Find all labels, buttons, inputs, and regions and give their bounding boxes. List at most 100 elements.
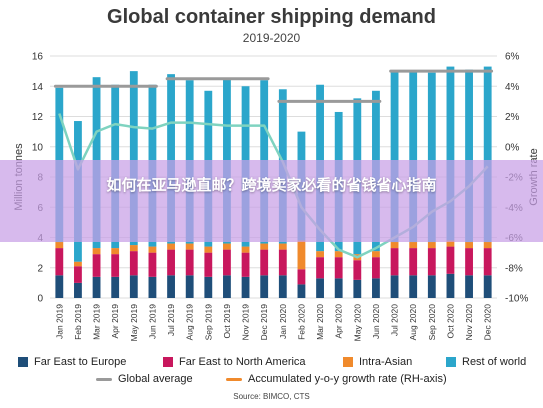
legend-item-rest-of-world: Rest of world: [446, 356, 526, 368]
bar-segment: [446, 240, 455, 247]
legend-item-growth-rate: Accumulated y-o-y growth rate (RH-axis): [226, 373, 447, 385]
legend-label: Global average: [118, 373, 193, 385]
x-tick-label: Oct 2020: [445, 304, 455, 339]
bar-segment: [334, 257, 343, 279]
bar-segment: [372, 278, 380, 298]
bar-segment: [297, 240, 306, 270]
x-tick-label: Aug 2020: [408, 304, 418, 341]
bar-segment: [409, 71, 418, 243]
bar-segment: [129, 245, 138, 252]
bar-segment: [185, 243, 194, 250]
legend-label: Rest of world: [462, 356, 527, 368]
chart-subtitle: 2019-2020: [242, 31, 301, 45]
bar-segment: [427, 72, 436, 243]
y2-tick-label: 2%: [505, 112, 520, 123]
x-tick-label: Sep 2019: [203, 304, 213, 341]
chart-title: Global container shipping demand: [107, 6, 436, 28]
bar-segment: [483, 66, 492, 243]
bar-segment: [483, 242, 492, 249]
bar-segment: [465, 275, 473, 298]
bar-segment: [372, 257, 380, 279]
y2-tick-label: 0%: [505, 142, 520, 153]
x-tick-label: Mar 2019: [92, 304, 102, 340]
legend-swatch: [18, 357, 28, 367]
bar-segment: [111, 248, 120, 255]
bar-segment: [223, 275, 231, 298]
bar-segment: [334, 278, 343, 298]
bar-segment: [390, 71, 399, 243]
bar-segment: [465, 242, 473, 249]
legend-swatch: [446, 357, 456, 367]
x-tick-label: May 2019: [129, 304, 139, 342]
bar-segment: [167, 243, 175, 250]
bar-segment: [223, 243, 231, 250]
y-tick-label: 2: [37, 263, 43, 274]
x-tick-label: Nov 2019: [241, 304, 251, 341]
bar-segment: [74, 282, 82, 298]
y-tick-label: 0: [37, 294, 43, 305]
bar-segment: [167, 249, 175, 276]
bar-segment: [465, 248, 473, 276]
bar-segment: [483, 248, 492, 276]
y2-tick-label: 4%: [505, 82, 520, 93]
bar-segment: [74, 266, 82, 283]
bar-segment: [129, 275, 138, 298]
bar-segment: [278, 249, 287, 276]
bar-segment: [185, 275, 194, 298]
bar-segment: [167, 74, 175, 244]
bar-segment: [185, 249, 194, 276]
x-tick-label: Jul 2019: [166, 304, 176, 336]
source-note: Source: BIMCO, CTS: [233, 392, 310, 401]
bar-segment: [55, 248, 64, 276]
bar-segment: [316, 251, 324, 258]
bar-segment: [446, 66, 455, 241]
bar-segment: [409, 275, 418, 298]
bar-segment: [316, 257, 324, 279]
x-tick-label: Jun 2020: [371, 304, 381, 339]
bar-segment: [241, 252, 250, 277]
overlay-banner: [0, 160, 543, 242]
x-tick-label: Jan 2020: [278, 304, 288, 339]
legend-label: Far East to North America: [179, 356, 306, 368]
bar-segment: [260, 243, 269, 250]
bar-segment: [241, 276, 250, 298]
bar-segment: [167, 275, 175, 298]
bar-segment: [390, 248, 399, 276]
y-tick-label: 10: [32, 142, 44, 153]
legend-label: Intra-Asian: [359, 356, 413, 368]
x-tick-label: Jun 2019: [147, 304, 157, 339]
bar-segment: [409, 248, 418, 276]
bar-segment: [446, 273, 455, 298]
bar-segment: [427, 248, 436, 276]
bar-segment: [55, 242, 64, 249]
bar-segment: [148, 252, 157, 277]
bar-segment: [334, 251, 343, 258]
x-tick-label: May 2020: [352, 304, 362, 342]
overlay-banner-text: 如何在亚马逊直邮？跨境卖家必看的省钱省心指南: [106, 177, 437, 194]
bar-segment: [92, 254, 101, 277]
y2-tick-label: 6%: [505, 52, 520, 63]
bar-segment: [316, 278, 324, 298]
x-tick-label: Nov 2020: [464, 304, 474, 341]
bar-segment: [148, 246, 157, 253]
y-tick-label: 16: [32, 52, 44, 63]
bar-segment: [111, 276, 120, 298]
bar-segment: [278, 275, 287, 298]
bar-segment: [260, 249, 269, 276]
bar-segment: [260, 275, 269, 298]
y2-tick-label: -10%: [505, 294, 528, 305]
bar-segment: [278, 243, 287, 250]
bar-segment: [446, 246, 455, 274]
bar-segment: [390, 242, 399, 249]
x-tick-label: Apr 2020: [334, 304, 344, 339]
x-tick-label: Jul 2020: [390, 304, 400, 336]
bar-segment: [223, 249, 231, 276]
y2-tick-label: -8%: [505, 263, 523, 274]
bar-segment: [92, 276, 101, 298]
legend-label: Accumulated y-o-y growth rate (RH-axis): [248, 373, 447, 385]
bar-segment: [353, 279, 362, 298]
bar-segment: [465, 69, 473, 243]
bar-segment: [372, 251, 380, 258]
x-tick-label: Mar 2020: [315, 304, 325, 340]
x-tick-label: Jan 2019: [54, 304, 64, 339]
